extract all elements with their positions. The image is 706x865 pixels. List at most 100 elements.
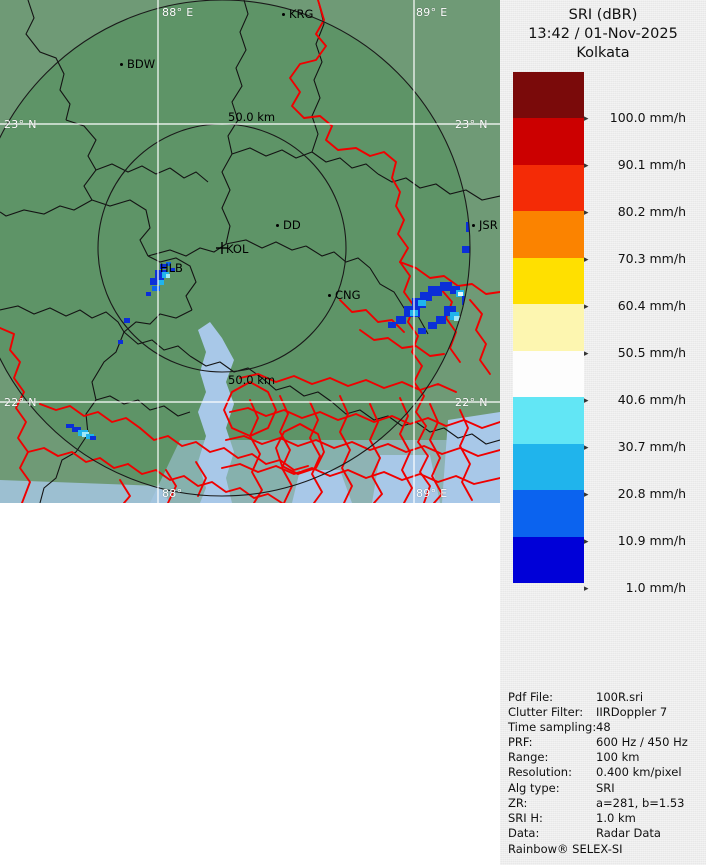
geo-label: 22° N bbox=[455, 396, 488, 409]
metadata-key: Time sampling: bbox=[508, 720, 597, 735]
colorbar-band bbox=[513, 164, 584, 212]
metadata-key: Data: bbox=[508, 825, 540, 840]
metadata-key: Clutter Filter: bbox=[508, 705, 584, 720]
tick-arrow-icon: ▸ bbox=[584, 583, 589, 594]
geo-label: 89° E bbox=[416, 6, 448, 19]
colorbar-band bbox=[513, 304, 584, 351]
city-dot bbox=[472, 224, 475, 227]
metadata-value: a=281, b=1.53 bbox=[596, 795, 685, 810]
city-dot bbox=[328, 294, 331, 297]
city-label: BDW bbox=[127, 57, 156, 71]
metadata-key: Alg type: bbox=[508, 780, 560, 795]
metadata-key: PRF: bbox=[508, 735, 533, 750]
metadata-value: IIRDoppler 7 bbox=[596, 705, 668, 720]
colorbar-band bbox=[513, 350, 584, 398]
geo-label: 89° E bbox=[416, 487, 448, 500]
tick-arrow-icon: ▸ bbox=[584, 113, 589, 124]
metadata-value: 48 bbox=[596, 720, 611, 735]
metadata-row: SRI H: 1.0 km bbox=[508, 811, 706, 826]
tick-arrow-icon: ▸ bbox=[584, 442, 589, 453]
geo-label: 23° N bbox=[455, 118, 488, 131]
colorbar-tick: ▸ 70.3 mm/h bbox=[584, 251, 686, 266]
metadata-row: ZR: a=281, b=1.53 bbox=[508, 796, 706, 811]
metadata-row: PRF: 600 Hz / 450 Hz bbox=[508, 735, 706, 750]
colorbar-band bbox=[513, 397, 584, 444]
metadata-value: 600 Hz / 450 Hz bbox=[596, 735, 688, 750]
map-blank-area bbox=[0, 503, 500, 865]
tick-arrow-icon: ▸ bbox=[584, 348, 589, 359]
geo-label: 22° N bbox=[4, 396, 37, 409]
city-dot bbox=[120, 63, 123, 66]
colorbar-band bbox=[513, 257, 584, 305]
colorbar-ticks: ▸ 100.0 mm/h ▸ 90.1 mm/h ▸ 80.2 mm/h ▸ 70.3 … bbox=[584, 72, 706, 595]
metadata-value: Radar Data bbox=[596, 825, 661, 840]
product-title-block: SRI (dBR) 13:42 / 01-Nov-2025 Kolkata bbox=[500, 6, 706, 63]
water-bodies bbox=[0, 322, 500, 503]
colorbar-tick: ▸ 1.0 mm/h bbox=[584, 580, 686, 595]
city-label: KOL bbox=[226, 242, 249, 256]
metadata-key: Resolution: bbox=[508, 765, 572, 780]
tick-arrow-icon: ▸ bbox=[584, 536, 589, 547]
product-timestamp: 13:42 / 01-Nov-2025 bbox=[528, 26, 678, 42]
city-label: HLB bbox=[160, 261, 183, 275]
city-dot bbox=[282, 13, 285, 16]
metadata-block: Pdf File: 100R.sri Clutter Filter: IIRDo… bbox=[508, 690, 706, 857]
range-ring-100km bbox=[0, 0, 471, 497]
colorbar-band bbox=[513, 490, 584, 537]
tick-arrow-icon: ▸ bbox=[584, 254, 589, 265]
radar-site-marker bbox=[216, 242, 228, 254]
echo-streak-southwest bbox=[66, 424, 96, 440]
colorbar-tick: ▸ 30.7 mm/h bbox=[584, 439, 686, 454]
metadata-value: SRI bbox=[596, 780, 615, 795]
city-dot bbox=[276, 224, 279, 227]
range-ring-label: 50.0 km bbox=[228, 110, 276, 124]
metadata-row: Resolution: 0.400 km/pixel bbox=[508, 765, 706, 780]
colorbar-tick: ▸ 80.2 mm/h bbox=[584, 204, 686, 219]
metadata-row: Clutter Filter: IIRDoppler 7 bbox=[508, 705, 706, 720]
radar-map[interactable]: 88° E 89° E 23° N 23° N 22° N 22° N 88° … bbox=[0, 0, 500, 503]
metadata-value: 1.0 km bbox=[596, 810, 636, 825]
range-ring-label: 50.0 km bbox=[228, 373, 276, 387]
paper-texture bbox=[0, 503, 500, 865]
colorbar-band bbox=[513, 536, 584, 583]
city-label: KRG bbox=[289, 7, 314, 21]
colorbar-band bbox=[513, 443, 584, 491]
colorbar-tick: ▸ 20.8 mm/h bbox=[584, 486, 686, 501]
metadata-key: ZR: bbox=[508, 795, 528, 810]
river-network bbox=[0, 0, 500, 503]
metadata-row: Data: Radar Data bbox=[508, 826, 706, 841]
city-label: CNG bbox=[335, 288, 361, 302]
metadata-key: Pdf File: bbox=[508, 690, 554, 704]
colorbar-tick: ▸ 60.4 mm/h bbox=[584, 298, 686, 313]
district-borders bbox=[0, 0, 500, 503]
metadata-key: SRI H: bbox=[508, 810, 543, 825]
metadata-row: Time sampling: 48 bbox=[508, 720, 706, 735]
vendor-brand: Rainbow® SELEX-SI bbox=[508, 841, 623, 856]
colorbar-band bbox=[513, 72, 584, 119]
colorbar-band bbox=[513, 118, 584, 165]
metadata-value: 0.400 km/pixel bbox=[596, 765, 682, 780]
geo-label: 88° bbox=[162, 487, 183, 500]
echo-cluster-east bbox=[388, 222, 470, 334]
graticule bbox=[0, 0, 500, 503]
colorbar-tick: ▸ 90.1 mm/h bbox=[584, 157, 686, 172]
tick-arrow-icon: ▸ bbox=[584, 301, 589, 312]
metadata-value: 100 km bbox=[596, 750, 640, 765]
city-label: DD bbox=[283, 218, 301, 232]
product-name: SRI (dBR) bbox=[568, 7, 638, 23]
radar-site-name: Kolkata bbox=[576, 45, 630, 61]
colorbar[interactable] bbox=[513, 72, 584, 583]
colorbar-tick: ▸ 100.0 mm/h bbox=[584, 110, 686, 125]
colorbar-tick: ▸ 10.9 mm/h bbox=[584, 533, 686, 548]
tick-arrow-icon: ▸ bbox=[584, 489, 589, 500]
tick-arrow-icon: ▸ bbox=[584, 160, 589, 171]
colorbar-band bbox=[513, 211, 584, 258]
geo-label: 23° N bbox=[4, 118, 37, 131]
legend-panel: SRI (dBR) 13:42 / 01-Nov-2025 Kolkata ▸ 1… bbox=[500, 0, 706, 865]
tick-arrow-icon: ▸ bbox=[584, 207, 589, 218]
metadata-value: 100R.sri bbox=[596, 690, 644, 704]
echo-cluster-west bbox=[146, 262, 175, 296]
tick-arrow-icon: ▸ bbox=[584, 395, 589, 406]
city-label: JSR bbox=[479, 218, 498, 232]
colorbar-tick: ▸ 50.5 mm/h bbox=[584, 345, 686, 360]
